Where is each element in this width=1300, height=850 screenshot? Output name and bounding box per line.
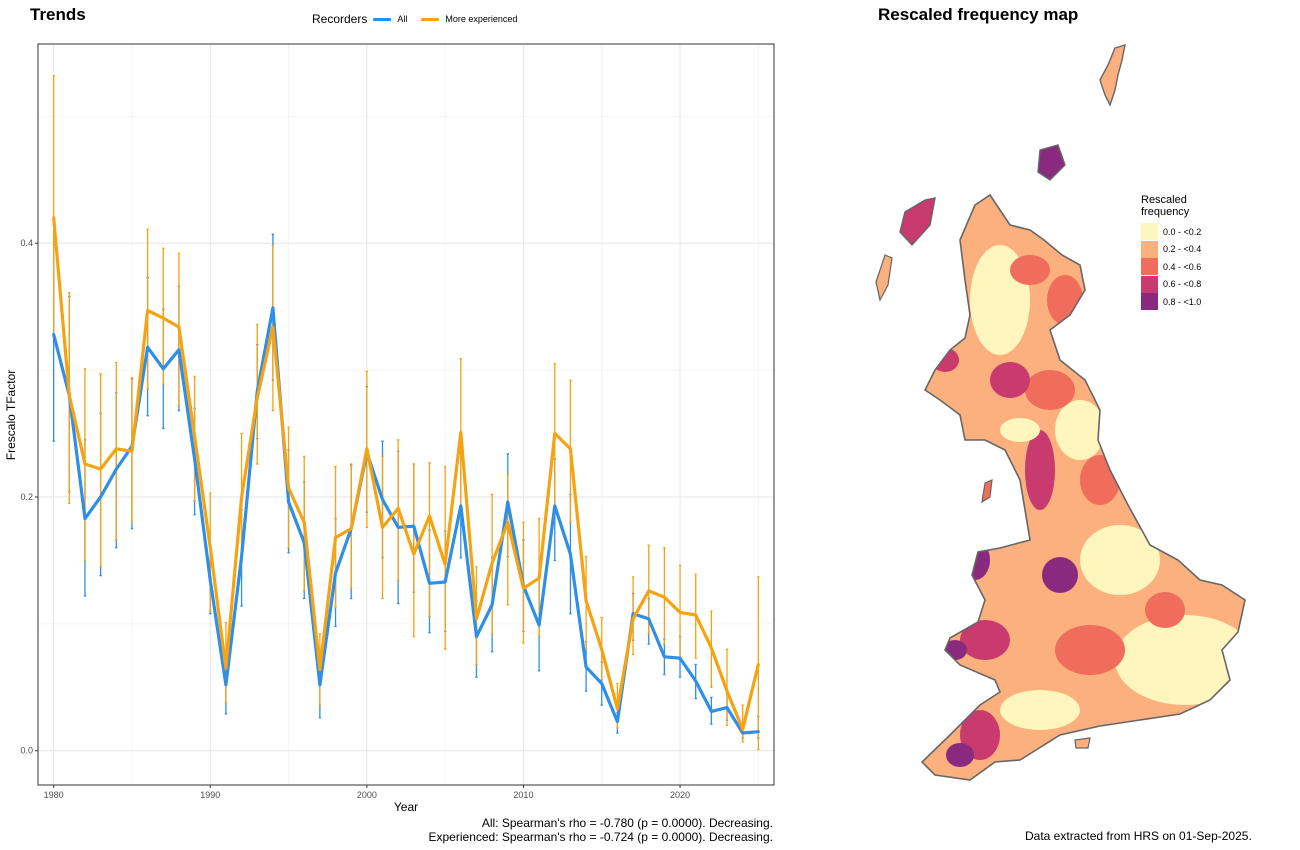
y-tick-label: 0.0 [20,746,33,756]
trends-title: Trends [30,5,86,24]
trend-chart: 1980 1990 2000 2010 2020 0.0 0.2 0.4 Year Fresc… [4,43,775,814]
map-legend-row: 0.8 - <1.0 [1141,293,1201,311]
orkney-islands [1037,144,1066,181]
isle-of-wight [1074,737,1091,749]
y-tick-label: 0.4 [20,238,33,248]
map-legend-swatch [1141,240,1158,258]
hebrides-south [875,254,893,302]
legend-all-swatch [373,17,392,21]
map-legend-label: 0.4 - <0.6 [1163,261,1202,272]
gb-coastline [920,193,1246,781]
data-source-note: Data extracted from HRS on 01-Sep-2025. [1025,829,1252,843]
series-line [52,216,760,731]
footer-stats: All: Spearman's rho = -0.780 (p = 0.0000… [429,816,774,844]
map-legend-row: 0.6 - <0.8 [1141,275,1202,294]
legend-exp-label: More experienced [445,14,518,24]
map-legend-label: 0.8 - <1.0 [1163,296,1202,307]
map-legend-swatch [1141,223,1158,241]
map-legend-row: 0.2 - <0.4 [1141,240,1202,259]
map-legend-swatch [1141,293,1158,311]
map-title: Rescaled frequency map [878,5,1079,24]
stats-all: All: Spearman's rho = -0.780 (p = 0.0000… [481,816,773,830]
legend-exp-swatch [421,17,440,21]
x-tick-label: 1990 [200,790,220,800]
map-legend-label: 0.6 - <0.8 [1163,279,1202,290]
map-legend-title-1: Rescaled [1141,194,1187,206]
x-tick-label: 1980 [44,790,64,800]
plot-panel [37,43,775,786]
y-tick-label: 0.2 [20,492,33,502]
x-tick-label: 2000 [357,790,377,800]
shetland-islands [1099,43,1126,107]
legend-title: Recorders [312,12,368,26]
map-legend-label: 0.2 - <0.4 [1163,244,1202,255]
x-axis-label: Year [394,800,418,814]
frequency-map [875,43,1246,781]
stats-experienced: Experienced: Spearman's rho = -0.724 (p … [428,830,774,844]
map-legend: Rescaled frequency 0.0 - <0.2 0.2 - <0.4… [1141,194,1201,311]
tick-labels: 1980 1990 2000 2010 2020 0.0 0.2 0.4 [20,238,690,800]
x-tick-label: 2010 [513,790,533,800]
series-lines [52,216,760,735]
y-axis-label: Frescalo TFactor [4,370,18,460]
map-legend-row: 0.0 - <0.2 [1141,223,1201,241]
outer-hebrides [899,197,936,247]
recorders-legend: Recorders All More experienced [312,12,517,26]
map-legend-swatch [1141,275,1158,293]
map-legend-swatch [1141,258,1158,276]
map-legend-row: 0.4 - <0.6 [1141,258,1201,276]
map-legend-title-2: frequency [1141,206,1190,218]
isle-of-man [981,479,993,504]
legend-all-label: All [397,14,408,24]
map-legend-label: 0.0 - <0.2 [1163,226,1202,237]
x-tick-label: 2020 [670,790,690,800]
